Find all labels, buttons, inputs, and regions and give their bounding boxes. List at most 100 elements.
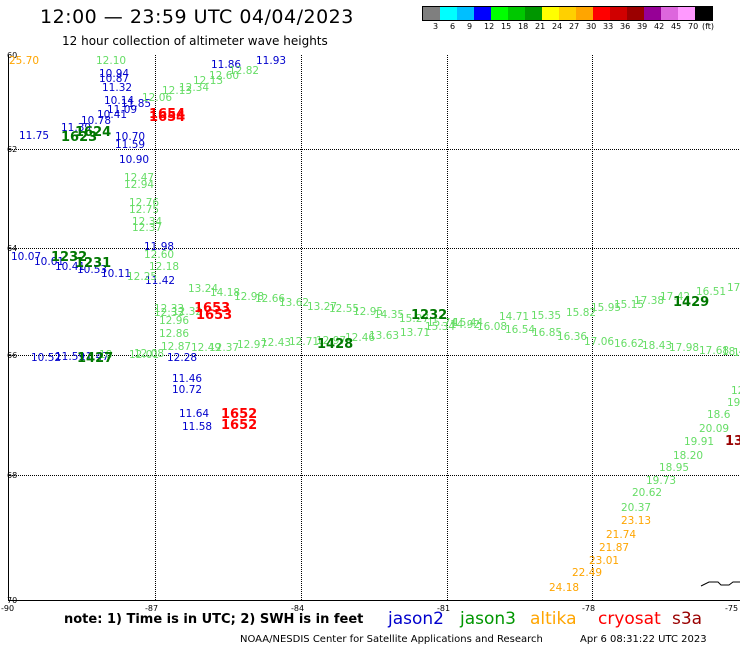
swh-measurement-jason3: 18.20 <box>673 450 704 462</box>
swh-measurement-jason3: 18 <box>99 349 113 361</box>
pass-time-label: 1231 <box>75 256 112 271</box>
swh-measurement-jason3: 17.06 <box>584 336 615 348</box>
swh-measurement-jason3: 15.34 <box>425 321 456 333</box>
swh-measurement-jason3: 12.60 <box>209 70 240 82</box>
colorbar-swatch <box>491 7 508 20</box>
swh-measurement-jason3: 19.91 <box>684 436 715 448</box>
swh-measurement-jason3: 18.43 <box>642 340 673 352</box>
swh-measurement-jason2: 11.59 <box>115 139 146 151</box>
swh-measurement-jason2: 11.47 <box>79 351 110 363</box>
map-subtitle: 12 hour collection of altimeter wave hei… <box>62 34 328 48</box>
lat-gridline <box>9 475 740 476</box>
swh-measurement-jason3: 12.87 <box>161 341 192 353</box>
swh-measurement-jason2: 10.07 <box>11 251 42 263</box>
swh-measurement-jason3: 18.6 <box>707 409 731 421</box>
colorbar-label: 36 <box>620 22 631 31</box>
swh-measurement-jason3: 12.06 <box>142 92 173 104</box>
lat-label: 62 <box>7 145 18 154</box>
colorbar-label: 70 <box>688 22 699 31</box>
swh-measurement-jason3: 12.75 <box>129 204 160 216</box>
swh-measurement-jason3: 13.27 <box>307 301 338 313</box>
swh-measurement-jason3: 17.42 <box>660 291 691 303</box>
legend-altika: altika <box>530 609 577 629</box>
swh-measurement-jason3: 16.62 <box>614 338 645 350</box>
swh-measurement-jason3: 12.43 <box>261 337 292 349</box>
colorbar-swatch <box>542 7 559 20</box>
lon-gridline <box>447 55 448 600</box>
swh-measurement-jason2: 11.93 <box>256 55 287 67</box>
swh-measurement-jason3: 13.62 <box>279 297 310 309</box>
swh-measurement-jason2: 11.86 <box>211 59 242 71</box>
swh-measurement-jason2: 11.39 <box>61 122 92 134</box>
swh-measurement-jason3: 15.74 <box>427 317 458 329</box>
swh-measurement-jason3: 13.71 <box>400 327 431 339</box>
swh-measurement-jason3: 12.18 <box>149 261 180 273</box>
swh-measurement-jason3: 15.35 <box>531 310 562 322</box>
swh-measurement-jason3: 12.98 <box>234 291 265 303</box>
swh-measurement-jason2: 11.42 <box>145 275 176 287</box>
colorbar-swatch <box>508 7 525 20</box>
colorbar-swatch <box>678 7 695 20</box>
swh-measurement-jason3: 12.13 <box>193 75 224 87</box>
pass-time-label: 1652 <box>221 407 258 422</box>
colorbar-swatch <box>440 7 457 20</box>
swh-measurement-jason3: 20.09 <box>699 423 730 435</box>
swh-measurement-jason3: 13.24 <box>188 283 219 295</box>
swh-measurement-jason2: 10.01 <box>34 256 65 268</box>
colorbar-label: 39 <box>637 22 648 31</box>
lat-label: 68 <box>7 471 18 480</box>
swh-measurement-jason3: 12.97 <box>316 335 347 347</box>
swh-measurement-jason3: 15.44 <box>453 317 484 329</box>
swh-measurement-jason2: 11.75 <box>19 130 50 142</box>
swh-measurement-jason3: 12.34 <box>132 216 163 228</box>
credit-line: NOAA/NESDIS Center for Satellite Applica… <box>240 634 543 645</box>
swh-measurement-jason3: 12.96 <box>159 315 190 327</box>
swh-measurement-altika: 21.87 <box>599 542 630 554</box>
swh-measurement-jason3: 12.86 <box>159 328 190 340</box>
pass-time-label: 1654 <box>149 107 186 122</box>
colorbar-label: (ft) <box>702 22 715 31</box>
swh-measurement-jason3: 12.60 <box>144 249 175 261</box>
colorbar-swatch <box>525 7 542 20</box>
swh-measurement-jason3: 12.25 <box>127 271 158 283</box>
colorbar-label: 3 <box>433 22 439 31</box>
lon-gridline <box>155 55 156 600</box>
colorbar-swatch <box>457 7 474 20</box>
swh-measurement-jason3: 14.35 <box>374 309 405 321</box>
map-plot-area: 60 62 64 66 68 70 -90 -87 -84 -81 -78 -75 12.10 10.9… <box>1 51 740 613</box>
pass-time-label: 1427 <box>77 351 114 366</box>
pass-time-label: 1232 <box>411 308 448 323</box>
lat-gridline <box>9 149 740 150</box>
swh-measurement-jason3: 12.01 <box>129 349 160 361</box>
lon-gridline <box>301 55 302 600</box>
swh-measurement-jason3: 12.55 <box>329 303 360 315</box>
swh-measurement-altika: 25.70 <box>9 55 40 67</box>
swh-measurement-jason3: 14.71 <box>499 311 530 323</box>
colorbar-label: 6 <box>450 22 456 31</box>
swh-measurement-jason3: 16.54 <box>505 324 536 336</box>
swh-measurement-jason3: 12.95 <box>353 306 384 318</box>
lat-label: 64 <box>7 244 18 253</box>
swh-measurement-jason2: 10.11 <box>101 268 132 280</box>
swh-measurement-altika: 22.49 <box>572 567 603 579</box>
swh-measurement-altika: 21.74 <box>606 529 637 541</box>
generation-timestamp: Apr 6 08:31:22 UTC 2023 <box>580 634 707 645</box>
swh-measurement-jason3: 12.97 <box>237 339 268 351</box>
swh-measurement-jason2: 10.70 <box>115 131 146 143</box>
swh-measurement-jason2: 11.32 <box>102 82 133 94</box>
colorbar-label: 33 <box>603 22 614 31</box>
swh-measurement-jason3: 17.5 <box>727 282 740 294</box>
swh-measurement-jason2: 11.64 <box>179 408 210 420</box>
swh-measurement-jason2: 10.41 <box>55 261 86 273</box>
lon-label: -87 <box>145 604 159 613</box>
pass-time-label: 1624 <box>75 125 112 140</box>
swh-measurement-altika: 24.18 <box>549 582 580 594</box>
pass-time-label: 1653 <box>194 301 231 316</box>
swh-measurement-jason2: 11.09 <box>107 104 138 116</box>
pass-time-label: 1623 <box>61 130 98 145</box>
lon-label: -75 <box>725 604 739 613</box>
swh-measurement-jason3: 15.27 <box>399 313 430 325</box>
swh-measurement-altika: 23.13 <box>621 515 652 527</box>
footnote: note: 1) Time is in UTC; 2) SWH is in fe… <box>64 612 364 627</box>
